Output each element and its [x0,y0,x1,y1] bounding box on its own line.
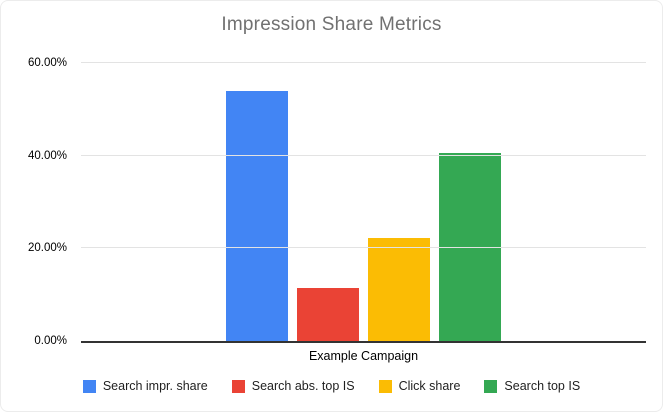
legend-swatch-icon [378,379,392,393]
bar-search-top-is[interactable] [439,153,501,341]
y-tick-label: 20.00% [27,242,67,255]
legend-swatch-icon [231,379,245,393]
legend-item-search-top-is[interactable]: Search top IS [484,379,580,393]
x-axis-category-label: Example Campaign [308,349,419,363]
legend-item-click-share[interactable]: Click share [378,379,461,393]
legend-label: Search impr. share [102,379,208,393]
plot-area [81,62,646,343]
bar-search-abs-top-is[interactable] [297,287,359,341]
legend-label: Search abs. top IS [251,379,355,393]
legend: Search impr. share Search abs. top IS Clic… [1,379,662,393]
y-tick-label: 40.00% [27,149,67,162]
legend-label: Search top IS [504,379,581,393]
legend-item-search-abs-top-is[interactable]: Search abs. top IS [231,379,355,393]
chart-title: Impression Share Metrics [221,14,442,35]
y-axis: 0.00% 20.00% 40.00% 60.00% [1,57,73,347]
bar-click-share[interactable] [368,238,430,341]
legend-swatch-icon [484,379,498,393]
bar-group [81,63,646,341]
gridline [81,247,646,249]
gridline [81,62,646,63]
legend-label: Click share [398,379,461,393]
gridline [81,154,646,156]
y-tick-label: 60.00% [27,57,67,69]
legend-swatch-icon [82,379,96,393]
bar-search-impr-share[interactable] [226,90,288,341]
legend-item-search-impr-share[interactable]: Search impr. share [82,379,208,393]
y-tick-label: 0.00% [34,335,67,347]
